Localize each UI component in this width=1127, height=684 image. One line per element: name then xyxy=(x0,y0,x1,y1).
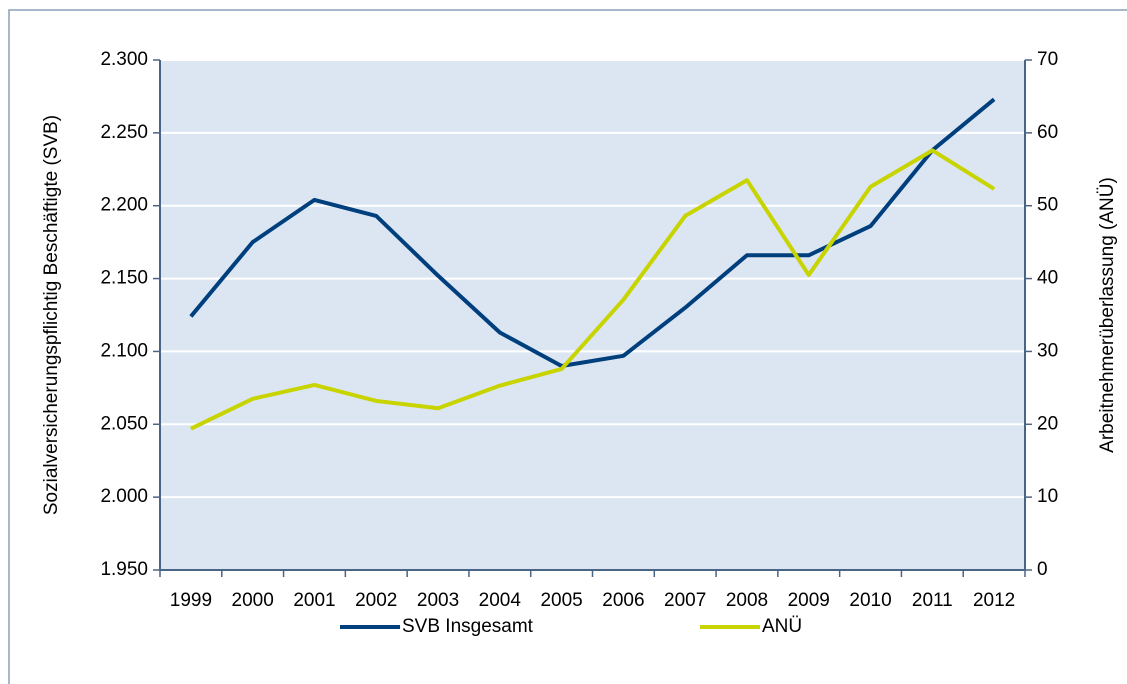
y2-tick-label: 70 xyxy=(1037,49,1058,70)
x-tick-label: 2002 xyxy=(355,590,397,611)
legend-label: ANÜ xyxy=(762,616,802,637)
y2-tick-label: 50 xyxy=(1037,195,1058,216)
y2-tick-label: 40 xyxy=(1037,268,1058,289)
x-tick-label: 2011 xyxy=(912,590,953,611)
series-line xyxy=(190,148,996,431)
x-tick-label: 2007 xyxy=(664,590,706,611)
y-tick-label: 2.100 xyxy=(100,340,148,361)
x-tick-label: 2006 xyxy=(602,590,644,611)
x-tick-label: 2004 xyxy=(479,590,522,611)
y-tick-label: 2.250 xyxy=(100,122,148,143)
plot-area xyxy=(160,60,1025,570)
y2-axis-label: Arbeitnehmerüberlassung (ANÜ) xyxy=(1097,177,1118,453)
x-tick-label: 2005 xyxy=(540,590,582,611)
y-axis-label: Sozialversicherungspflichtig Beschäftigt… xyxy=(41,115,62,515)
y2-tick-label: 20 xyxy=(1037,413,1058,434)
y-tick-label: 2.200 xyxy=(100,195,148,216)
x-tick-label: 2000 xyxy=(232,590,274,611)
x-tick-label: 2010 xyxy=(849,590,891,611)
y2-tick-label: 10 xyxy=(1037,486,1058,507)
x-tick-label: 2008 xyxy=(726,590,768,611)
y2-tick-label: 0 xyxy=(1037,559,1048,580)
y2-tick-label: 30 xyxy=(1037,340,1058,361)
x-tick-label: 2003 xyxy=(417,590,459,611)
y-tick-label: 1.950 xyxy=(100,559,148,580)
y2-tick-label: 60 xyxy=(1037,122,1058,143)
x-tick-label: 2001 xyxy=(293,590,335,611)
y-tick-label: 2.000 xyxy=(100,486,148,507)
x-tick-label: 1999 xyxy=(170,590,212,611)
y-tick-label: 2.300 xyxy=(100,49,148,70)
y-tick-label: 2.150 xyxy=(100,268,148,289)
legend-label: SVB Insgesamt xyxy=(402,616,534,637)
x-tick-label: 2012 xyxy=(973,590,1015,611)
series-line xyxy=(189,97,996,368)
y-tick-label: 2.050 xyxy=(100,413,148,434)
x-tick-label: 2009 xyxy=(788,590,830,611)
